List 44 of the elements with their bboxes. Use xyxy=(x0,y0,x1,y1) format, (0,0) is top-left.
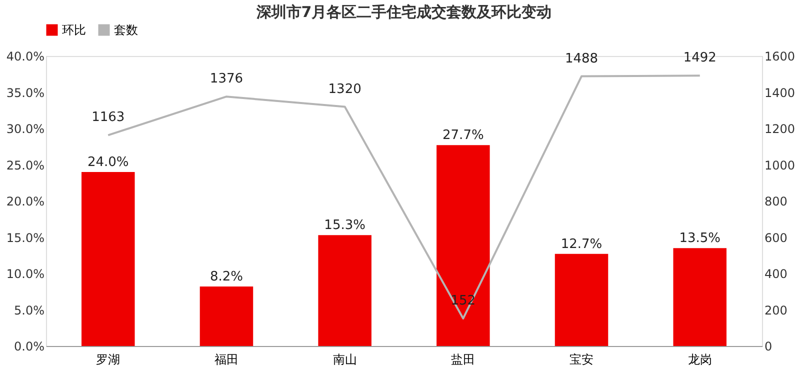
data-label: 8.2% xyxy=(210,270,243,285)
chart-title: 深圳市7月各区二手住宅成交套数及环比变动 xyxy=(255,3,552,21)
data-label: 1163 xyxy=(92,110,125,126)
data-label: 27.7% xyxy=(442,128,484,144)
bar xyxy=(318,235,372,346)
y2-tick-label: 1000 xyxy=(764,158,796,172)
y2-tick-label: 1400 xyxy=(764,86,796,100)
data-label: 1320 xyxy=(328,82,362,97)
y2-tick-label: 1600 xyxy=(764,50,796,64)
data-label: 24.0% xyxy=(87,155,129,170)
y-tick-label: 0.0% xyxy=(14,340,44,354)
x-tick-label: 盐田 xyxy=(451,352,476,366)
y-tick-label: 35.0% xyxy=(6,86,44,100)
data-label: 1488 xyxy=(564,51,598,66)
y2-tick-label: 1200 xyxy=(764,122,796,136)
y2-tick-label: 400 xyxy=(764,267,788,281)
y-tick-label: 25.0% xyxy=(6,158,44,172)
bar xyxy=(554,254,608,346)
y-tick-label: 10.0% xyxy=(6,267,44,281)
y-tick-label: 40.0% xyxy=(6,50,44,64)
data-label: 1376 xyxy=(210,72,244,87)
legend-label: 套数 xyxy=(114,23,138,37)
x-tick-label: 南山 xyxy=(332,352,357,366)
x-tick-label: 罗湖 xyxy=(96,352,120,366)
y2-tick-label: 200 xyxy=(764,303,788,318)
legend-label: 环比 xyxy=(62,23,86,37)
data-label: 1492 xyxy=(683,50,716,66)
y-tick-label: 30.0% xyxy=(6,122,44,136)
y-tick-label: 15.0% xyxy=(6,230,44,245)
x-tick-label: 龙岗 xyxy=(688,352,712,366)
y2-tick-label: 0 xyxy=(764,340,772,354)
y2-tick-label: 800 xyxy=(764,194,788,208)
bar xyxy=(436,145,490,346)
data-label: 13.5% xyxy=(679,231,721,246)
y2-tick-label: 600 xyxy=(764,230,788,245)
y-tick-label: 20.0% xyxy=(6,194,44,208)
bar xyxy=(82,172,135,346)
x-tick-label: 福田 xyxy=(214,352,238,366)
y-tick-label: 5.0% xyxy=(14,303,44,318)
x-tick-label: 宝安 xyxy=(570,352,594,366)
bar xyxy=(200,286,254,346)
data-label: 15.3% xyxy=(324,218,366,234)
data-label: 12.7% xyxy=(560,236,602,252)
bar xyxy=(673,248,726,346)
